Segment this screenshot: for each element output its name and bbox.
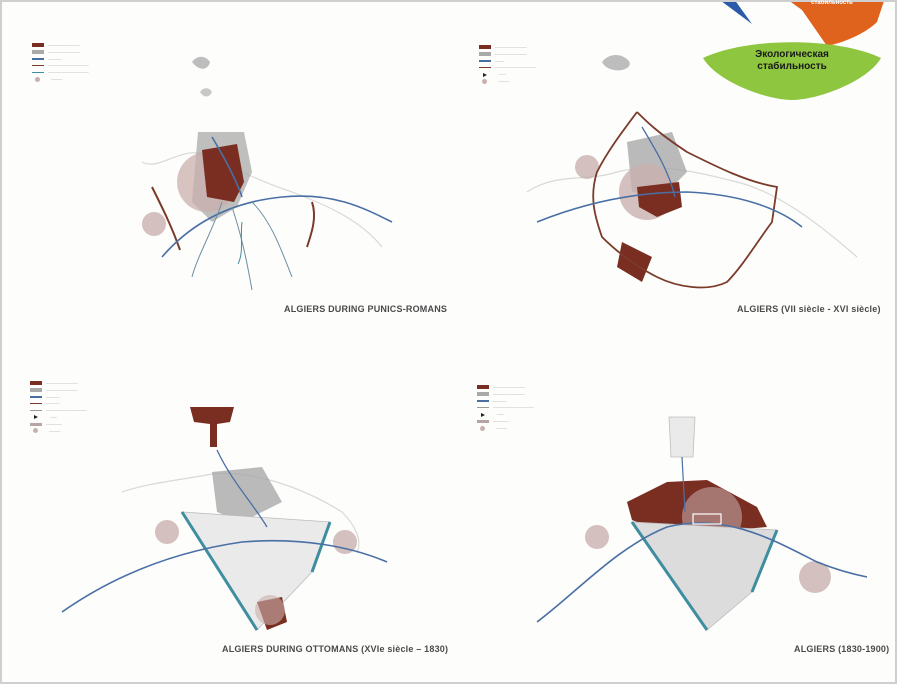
legend: ────────────── ────────────── ────── ───… — [30, 380, 87, 434]
legend: ────────────── ────────────── ────── ───… — [477, 384, 534, 432]
panel-caption: ALGIERS (1830-1900) — [794, 644, 890, 654]
map-vii-xvi — [526, 55, 858, 289]
ecology-badge: стабильность Экологическая стабильность — [697, 0, 887, 102]
panel-caption: ALGIERS (VII siècle - XVI siècle) — [737, 304, 881, 314]
badge-title: Экологическая стабильность — [755, 49, 829, 72]
badge-top-fragment: стабильность — [811, 0, 853, 6]
map-1830-1900 — [536, 416, 868, 631]
map-panel-1830-1900: ────────────── ────────────── ────── ───… — [457, 362, 897, 682]
panel-caption: ALGIERS DURING PUNICS-ROMANS — [284, 304, 448, 314]
map-panel-vii-xvi: ────────────── ────────────── ──── ─────… — [457, 22, 897, 342]
legend: ────────────── ────────────── ────── ───… — [32, 42, 89, 83]
panel-caption: ALGIERS DURING OTTOMANS (XVIe siècle – 1… — [222, 644, 449, 654]
legend: ────────────── ────────────── ──── ─────… — [479, 44, 536, 85]
map-panel-ottomans: ────────────── ────────────── ────── ───… — [12, 362, 452, 682]
map-ottomans — [61, 407, 388, 631]
map-punics-romans — [141, 56, 393, 291]
map-panel-punics-romans: ────────────── ────────────── ────── ───… — [12, 22, 452, 342]
